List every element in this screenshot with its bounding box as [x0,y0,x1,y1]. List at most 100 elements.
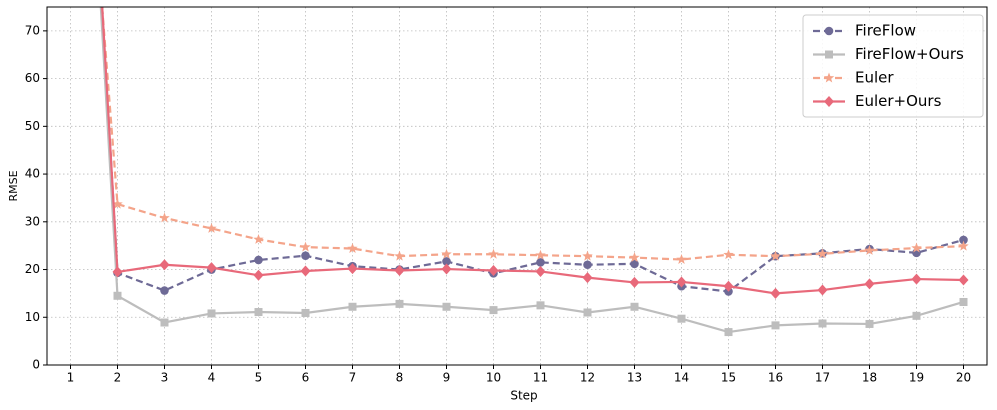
legend-label: Euler [855,69,894,87]
x-tick-label: 9 [443,371,451,385]
x-tick-label: 10 [486,371,501,385]
legend-marker [824,96,834,107]
marker [300,241,311,252]
marker [911,242,922,253]
x-tick-label: 17 [815,371,830,385]
marker [394,264,405,276]
series-line [101,7,964,261]
y-tick-label: 40 [25,167,40,181]
marker [159,259,170,271]
marker [582,272,593,284]
series-line [101,7,964,295]
x-tick-label: 15 [721,371,736,385]
marker [253,269,264,281]
marker [536,301,545,310]
marker [677,314,686,323]
marker [488,264,499,276]
marker [771,321,780,330]
y-axis-label: RMSE [7,170,20,201]
x-tick-label: 2 [114,371,122,385]
legend-marker [825,50,833,59]
marker [629,252,640,263]
marker [959,297,968,306]
marker [817,248,828,259]
x-tick-label: 4 [208,371,216,385]
y-tick-label: 20 [25,262,40,276]
marker [301,308,310,317]
y-tick-label: 0 [32,358,40,372]
marker [394,250,405,261]
x-tick-label: 16 [768,371,783,385]
y-tick-label: 60 [25,71,40,85]
marker [676,254,687,264]
legend-label: FireFlow+Ours [855,45,964,63]
marker [489,306,498,315]
legend-marker [823,72,835,83]
marker [723,249,734,260]
marker [441,263,452,275]
series-line [99,7,964,334]
x-tick-label: 20 [956,371,971,385]
x-tick-label: 3 [161,371,169,385]
marker [535,249,546,260]
marker [347,243,358,253]
x-tick-label: 8 [396,371,404,385]
marker [630,259,639,269]
marker [959,235,968,245]
y-tick-label: 70 [25,23,40,37]
marker [253,233,264,244]
marker [207,309,216,318]
x-tick-label: 19 [909,371,924,385]
marker [958,274,969,286]
y-tick-label: 50 [25,119,40,133]
marker [160,318,169,327]
marker [912,311,921,320]
x-tick-label: 12 [580,371,595,385]
x-tick-label: 7 [349,371,357,385]
legend-box [802,14,984,118]
marker [629,276,640,288]
x-tick-label: 6 [302,371,310,385]
marker [160,286,169,295]
marker [113,291,122,300]
marker [911,273,922,285]
marker [301,251,310,260]
marker [536,258,545,267]
marker [159,212,170,223]
marker [112,198,123,209]
y-tick-label: 30 [25,214,40,228]
x-tick-label: 11 [533,371,548,385]
marker [206,262,217,274]
legend-label: Euler+Ours [855,92,942,110]
x-tick-label: 13 [627,371,642,385]
x-tick-label: 14 [674,371,689,385]
marker [583,308,592,317]
marker [348,302,357,311]
legend-label: FireFlow [855,22,916,40]
marker [442,302,451,311]
marker [676,276,687,288]
marker [395,299,404,308]
x-tick-label: 18 [862,371,877,385]
marker [770,250,781,261]
marker [535,265,546,277]
marker [254,255,263,265]
marker [582,250,593,261]
plot-frame [46,6,988,366]
marker [724,328,733,337]
marker [254,308,263,317]
x-tick-label: 1 [67,371,75,385]
y-tick-label: 10 [25,310,40,324]
marker [112,266,123,278]
marker [864,278,875,290]
marker [770,287,781,299]
marker [865,319,874,328]
marker [206,222,217,233]
marker [488,248,499,259]
marker [441,248,452,259]
marker [300,265,311,277]
marker [864,244,875,255]
marker [630,302,639,311]
marker [723,280,734,292]
